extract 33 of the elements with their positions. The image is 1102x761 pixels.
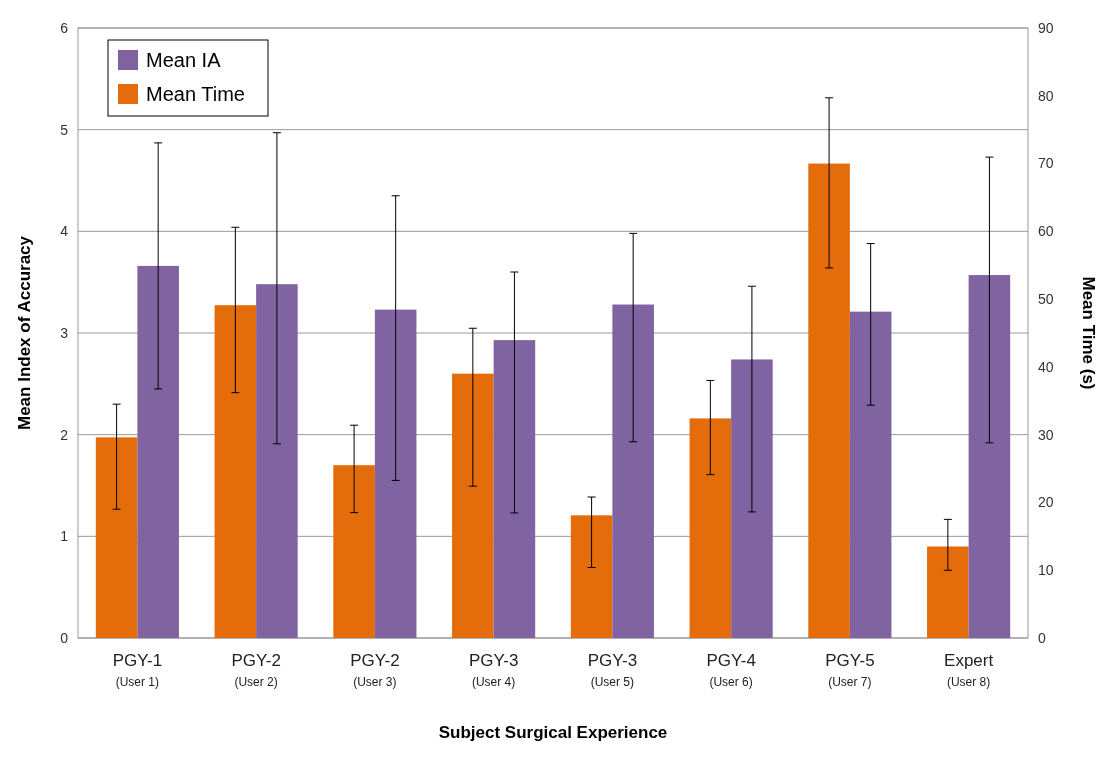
- y-tick-label: 3: [60, 324, 69, 341]
- bar: [612, 304, 654, 638]
- x-tick-label: PGY-3 (User 4): [468, 651, 519, 689]
- y-tick-label: 1: [60, 528, 69, 545]
- y2-tick-label: 60: [1038, 223, 1054, 240]
- x-tick-label: Expert (User 8): [944, 651, 994, 689]
- y-axis-title: Mean Index of Accuracy: [15, 235, 34, 430]
- y2-tick-label: 20: [1038, 494, 1054, 511]
- x-tick-label: PGY-2 (User 2): [231, 651, 281, 689]
- y2-tick-label: 40: [1038, 358, 1054, 375]
- y2-tick-label: 80: [1038, 87, 1054, 104]
- x-tick-label: PGY-5 (User 7): [825, 651, 875, 689]
- y2-axis-title: Mean Time (s): [1079, 276, 1098, 390]
- y-tick-label: 5: [60, 121, 69, 138]
- y2-tick-label: 0: [1038, 629, 1046, 646]
- y2-tick-label: 50: [1038, 291, 1054, 308]
- x-tick-label: PGY-3 (User 5): [587, 651, 638, 689]
- y2-tick-label: 30: [1038, 426, 1054, 443]
- y2-tick-label: 10: [1038, 562, 1054, 579]
- y2-tick-label: 70: [1038, 155, 1054, 172]
- y-tick-label: 2: [60, 426, 69, 443]
- x-tick-label: PGY-4 (User 6): [706, 651, 756, 689]
- x-tick-label: PGY-2 (User 3): [350, 651, 400, 689]
- y-tick-label: 6: [60, 19, 69, 36]
- y-tick-label: 0: [60, 629, 69, 646]
- legend-label: Mean Time: [146, 83, 245, 105]
- bar: [968, 275, 1011, 638]
- x-axis-title: Subject Surgical Experience: [438, 723, 668, 742]
- y-tick-label: 4: [60, 223, 69, 240]
- bar: [927, 546, 969, 638]
- y2-tick-label: 90: [1038, 19, 1054, 36]
- x-tick-label: PGY-1 (User 1): [112, 651, 163, 689]
- legend-label: Mean IA: [146, 49, 222, 71]
